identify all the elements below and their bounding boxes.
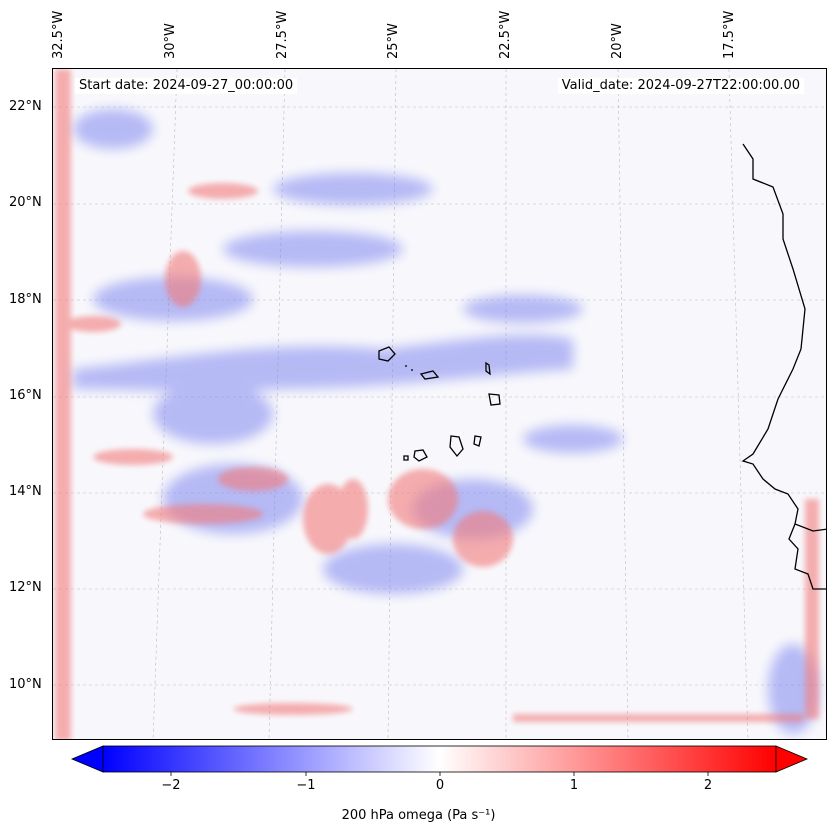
map-panel: Start date: 2024-09-27_00:00:00 Valid_da…: [52, 68, 827, 740]
island-boa-vista: [488, 393, 501, 406]
lat-label: 20°N: [9, 195, 42, 210]
colorbar-tickmarks: [170, 772, 709, 776]
colorbar-title: 200 hPa omega (Pa s⁻¹): [341, 808, 496, 823]
colorbar-extend-high: [775, 745, 809, 773]
island-sao-vicente: [419, 370, 440, 380]
gridline-lon: [387, 69, 397, 739]
lat-label: 12°N: [9, 580, 42, 595]
lat-label: 14°N: [9, 484, 42, 499]
lat-label: 10°N: [9, 677, 42, 692]
island-sal: [485, 361, 491, 376]
colorbar-tick-label: −2: [161, 778, 181, 793]
gridline-lon: [728, 69, 749, 739]
colorbar: [70, 745, 809, 776]
dot-islets: [405, 365, 413, 371]
colorbar-tick-label: −1: [296, 778, 316, 793]
gridline-lon: [617, 69, 629, 739]
gridline-lon: [268, 69, 286, 739]
island-fogo: [413, 449, 428, 462]
valid-date-label: Valid_date: 2024-09-27T22:00:00.00: [557, 78, 804, 94]
coastlines: [378, 143, 826, 590]
omega-field-map: [53, 69, 826, 739]
africa-coast: [741, 143, 826, 590]
start-date-label: Start date: 2024-09-27_00:00:00: [75, 78, 298, 94]
lat-label: 16°N: [9, 388, 42, 403]
lat-label: 18°N: [9, 292, 42, 307]
island-brava: [403, 455, 409, 461]
island-santiago: [449, 435, 464, 458]
colorbar-extend-low: [70, 745, 104, 773]
colorbar-tick-label: 2: [703, 778, 713, 793]
island-maio: [473, 435, 482, 447]
colorbar-bar: [102, 745, 777, 773]
colorbar-tick-label: 1: [569, 778, 579, 793]
positive-omega-areas: [55, 69, 819, 739]
island-santo-antao: [378, 346, 396, 362]
lat-label: 22°N: [9, 99, 42, 114]
colorbar-tick-label: 0: [435, 778, 445, 793]
